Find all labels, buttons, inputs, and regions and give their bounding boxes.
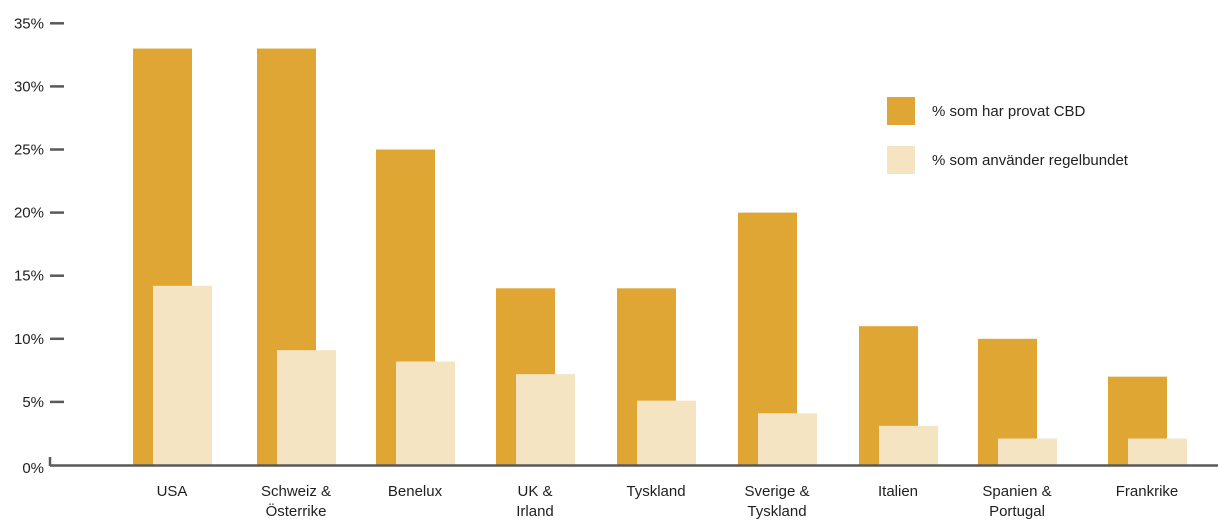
x-tick-label: USA [157,483,188,500]
x-tick-label: Sverige & Tyskland [744,483,809,520]
bar-regular-use [879,425,938,465]
x-tick-label: Tyskland [626,483,685,500]
y-tick-label: 15% [14,268,44,285]
bars [133,48,1187,465]
x-axis: USA Schweiz & Österrike Benelux UK & Irland Ty… [48,457,1218,520]
bar-regular-use [153,285,212,465]
y-tick-label: 20% [14,205,44,222]
y-tick-label: 5% [22,394,44,411]
legend-label: % som har provat CBD [932,103,1086,120]
bar-regular-use [1128,438,1187,465]
x-tick-label: Schweiz & Österrike [261,483,331,520]
legend-label: % som använder regelbundet [932,152,1129,169]
x-tick-label: Benelux [388,483,443,500]
x-tick-label: Italien [878,483,918,500]
y-axis: 0% 5% 10% 15% 20% 25% 30% 35% [14,15,64,477]
y-tick-label: 30% [14,78,44,95]
x-tick-label: Spanien & Portugal [982,483,1051,520]
bar-regular-use [758,413,817,465]
bar-regular-use [516,374,575,465]
legend-swatch [887,146,915,174]
y-tick-label: 0% [22,460,44,477]
bar-regular-use [396,361,455,465]
x-tick-label: UK & Irland [516,483,554,520]
y-tick-label: 35% [14,15,44,32]
y-tick-label: 25% [14,142,44,159]
legend-swatch [887,97,915,125]
x-tick-label: Frankrike [1116,483,1179,500]
legend: % som har provat CBD % som använder regel… [887,97,1129,174]
bar-regular-use [277,350,336,465]
bar-regular-use [637,400,696,465]
bar-regular-use [998,438,1057,465]
y-tick-label: 10% [14,331,44,348]
